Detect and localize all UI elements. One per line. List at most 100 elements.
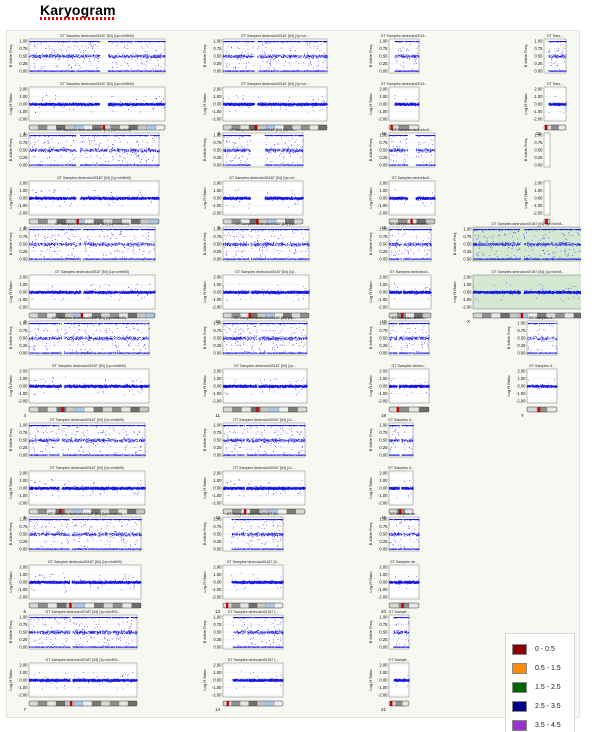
chromosome-panel-11: GT Samples dedrvuko00187 [54] (1p...1.00… — [202, 316, 308, 418]
y-tick-label: -1.00 — [212, 203, 222, 208]
panel-title: GT Samples dedrvuko00187 [54] (1p>ch... — [241, 34, 309, 38]
y-tick-label: 1.00 — [19, 614, 28, 619]
y-tick-label: 1.00 — [19, 376, 28, 381]
chromosome-label: 13 — [215, 609, 221, 614]
y-tick-label: -1.00 — [18, 203, 28, 208]
y-tick-label: 1.00 — [379, 132, 388, 137]
y-tick-label: 2.00 — [19, 180, 28, 185]
y-tick-label: 0.50 — [379, 531, 388, 536]
y-tick-label: 0.25 — [517, 343, 526, 348]
chromosome-ideogram — [544, 125, 566, 130]
y-axis-label: B Allele Freq — [8, 45, 13, 68]
legend-item: 0 - 0.5 — [512, 642, 555, 656]
y-tick-label: 1.00 — [517, 376, 526, 381]
y-tick-label: 0.00 — [19, 579, 28, 584]
y-tick-label: 0.75 — [379, 234, 388, 239]
y-tick-label: 0.00 — [19, 452, 28, 457]
y-axis-label: B Allele Freq — [368, 429, 373, 452]
y-tick-label: 0.00 — [534, 68, 543, 73]
y-tick-label: -2.00 — [378, 500, 388, 505]
y-tick-label: 1.00 — [379, 376, 388, 381]
y-axis-label: B Allele Freq — [8, 327, 13, 350]
y-tick-label: -2.00 — [18, 398, 28, 403]
y-tick-label: 0.00 — [213, 195, 222, 200]
y-axis-label: Log R Ratio — [202, 281, 207, 303]
y-tick-label: 0.50 — [19, 629, 28, 634]
chromosome-panel-22: GT Sam...1.000.750.500.250.00B Allele Fr… — [523, 34, 567, 136]
panel-title: GT Samples dedrvuko0... — [392, 128, 433, 132]
y-tick-label: 1.00 — [534, 94, 543, 99]
legend-label: 2.5 - 3.5 — [535, 703, 561, 710]
chromosome-ideogram — [223, 407, 307, 412]
y-tick-label: 0.00 — [534, 195, 543, 200]
y-tick-label: 0.50 — [19, 241, 28, 246]
y-axis-label: Log R Ratio — [523, 187, 528, 209]
y-tick-label: 0.75 — [534, 140, 543, 145]
legend-item: 0.5 - 1.5 — [512, 661, 561, 675]
chromosome-ideogram — [29, 603, 141, 608]
y-tick-label: 1.00 — [213, 422, 222, 427]
y-axis-label: Log R Ratio — [368, 187, 373, 209]
y-axis-label: B Allele Freq — [368, 45, 373, 68]
y-tick-label: 2.00 — [534, 86, 543, 91]
y-tick-label: 0.50 — [213, 53, 222, 58]
y-axis-label: Log R Ratio — [202, 375, 207, 397]
y-tick-label: 2.00 — [19, 564, 28, 569]
y-tick-label: 0.50 — [213, 147, 222, 152]
y-tick-label: 0.00 — [213, 350, 222, 355]
y-tick-label: 1.00 — [19, 670, 28, 675]
panel-title: GT Samples dedrvuko0... — [390, 270, 431, 274]
y-tick-label: 2.00 — [19, 662, 28, 667]
y-tick-label: 0.00 — [534, 162, 543, 167]
chromosome-panel-5: GT Samples dedrvuko00187 [54] (1p>chr8hl… — [8, 418, 146, 520]
y-tick-label: -1.00 — [212, 587, 222, 592]
y-tick-label: 1.00 — [19, 188, 28, 193]
y-tick-label: 0.50 — [213, 241, 222, 246]
y-tick-label: 1.00 — [379, 572, 388, 577]
y-tick-label: -1.00 — [516, 391, 526, 396]
y-tick-label: -2.00 — [378, 398, 388, 403]
y-tick-label: 0.00 — [517, 350, 526, 355]
y-tick-label: 0.00 — [213, 546, 222, 551]
panel-title: GT Samples dedrvuko00187 [54] (1p>chr8h3… — [46, 610, 121, 614]
y-axis-label: B Allele Freq — [452, 233, 457, 256]
y-tick-label: 0.00 — [213, 485, 222, 490]
y-tick-label: 2.00 — [213, 662, 222, 667]
chromosome-ideogram — [223, 701, 283, 706]
panel-title: GT Sam... — [547, 34, 563, 38]
y-tick-label: 1.00 — [379, 422, 388, 427]
chromosome-ideogram — [389, 701, 409, 706]
y-tick-label: -2.00 — [212, 692, 222, 697]
panel-title: GT Samples dedrvuko0013... — [381, 82, 428, 86]
y-tick-label: 1.00 — [213, 282, 222, 287]
y-axis-label: Log R Ratio — [8, 281, 13, 303]
y-axis-label: Log R Ratio — [368, 375, 373, 397]
y-tick-label: 0.50 — [19, 335, 28, 340]
y-tick-label: 0.00 — [213, 452, 222, 457]
y-tick-label: 1.00 — [213, 572, 222, 577]
y-tick-label: 0.00 — [213, 644, 222, 649]
panel-title: GT Samples dedrvuko00187 [54] (1p>chr8hl… — [57, 128, 131, 132]
y-tick-label: 0.75 — [19, 140, 28, 145]
y-tick-label: 1.00 — [517, 320, 526, 325]
y-tick-label: 0.00 — [379, 101, 388, 106]
y-tick-label: 1.00 — [534, 132, 543, 137]
y-tick-label: 0.00 — [379, 677, 388, 682]
karyogram-plots: GT Samples dedrvuko00187 [54] (1p>chr8hl… — [7, 31, 581, 719]
y-tick-label: -1.00 — [18, 109, 28, 114]
y-tick-label: -1.00 — [212, 109, 222, 114]
panel-title: GT Samples dedrvuko0... — [390, 222, 431, 226]
y-tick-label: 1.00 — [379, 282, 388, 287]
y-tick-label: 1.00 — [19, 478, 28, 483]
panel-title: GT Samples dedrvuko00187 [54] (1p>chr8hl… — [55, 270, 129, 274]
y-tick-label: 0.00 — [213, 256, 222, 261]
y-axis-label: B Allele Freq — [506, 327, 511, 350]
y-tick-label: 0.00 — [379, 350, 388, 355]
chromosome-ideogram — [223, 603, 283, 608]
chromosome-label: 18 — [381, 413, 387, 418]
y-tick-label: 1.00 — [379, 38, 388, 43]
y-tick-label: 0.50 — [534, 147, 543, 152]
chromosome-ideogram — [389, 407, 429, 412]
y-tick-label: 0.75 — [213, 430, 222, 435]
y-tick-label: 1.00 — [19, 282, 28, 287]
